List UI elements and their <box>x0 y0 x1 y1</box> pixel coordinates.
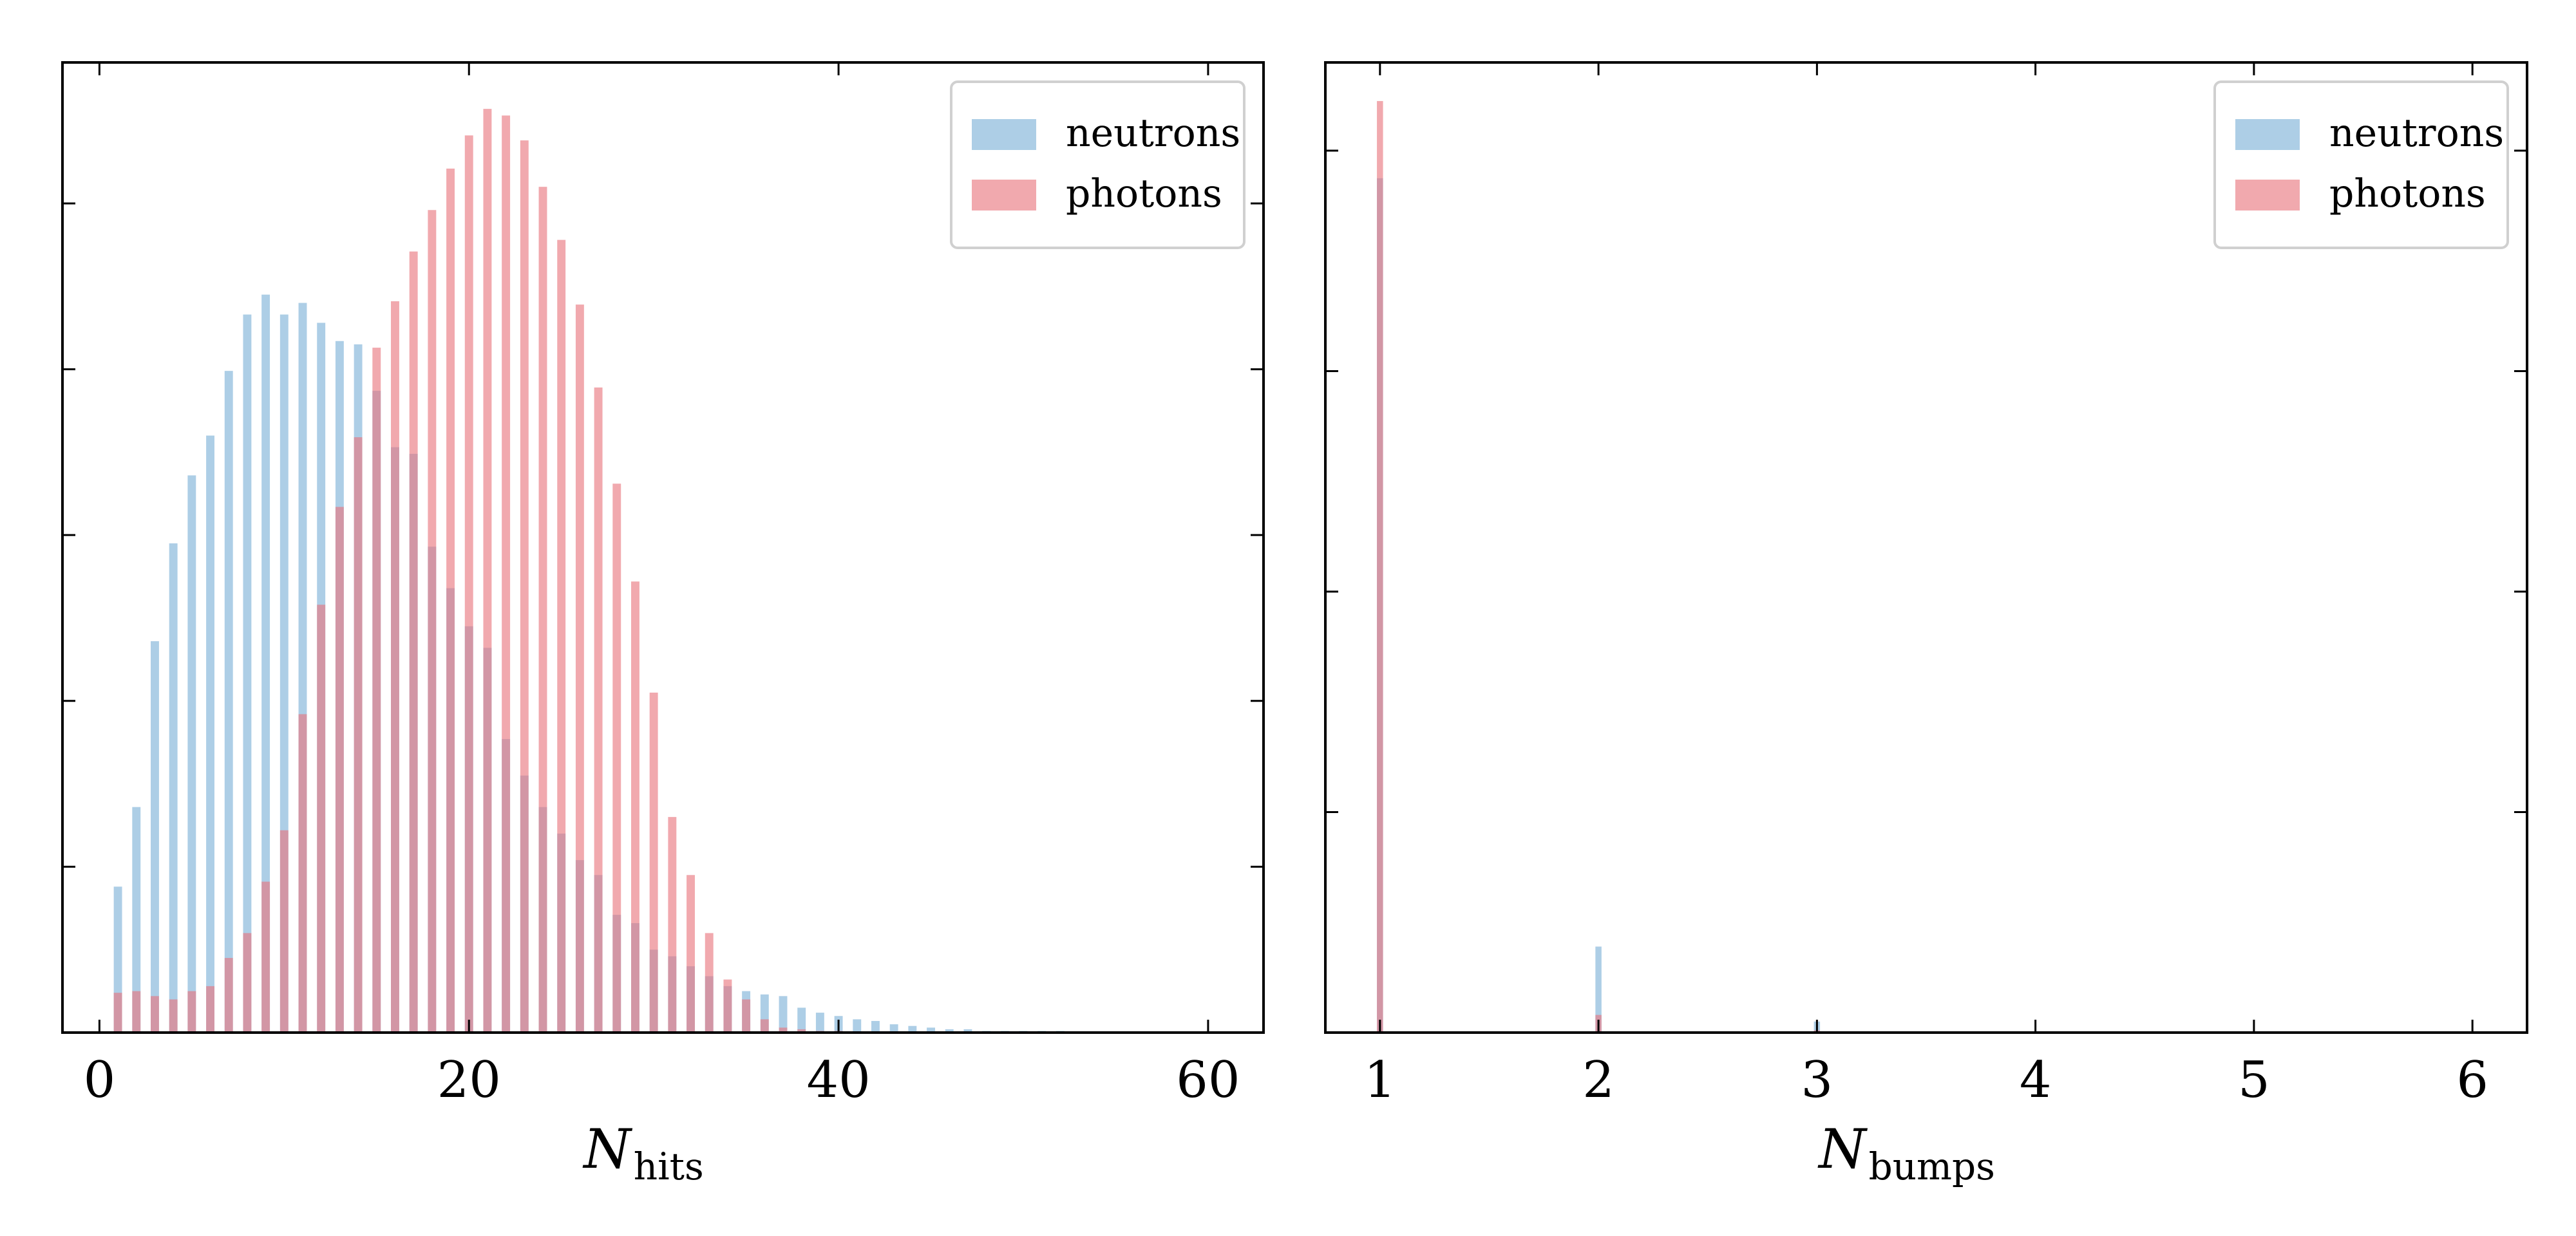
x-tick-label: 1 <box>1364 1051 1396 1109</box>
photons-legend-label: photons <box>2329 171 2486 216</box>
photons-bar <box>668 817 677 1033</box>
neutrons-bar <box>889 1024 898 1033</box>
photons-bar <box>797 1029 806 1033</box>
x-tick-label: 5 <box>2238 1051 2270 1109</box>
photons-bar <box>113 993 122 1033</box>
x-tick-label: 2 <box>1582 1051 1615 1109</box>
photons-series <box>113 109 843 1033</box>
legend: neutrons photons <box>950 80 1245 249</box>
legend-box <box>2213 80 2509 249</box>
photons-bar <box>557 239 566 1033</box>
neutrons-bar <box>132 807 141 1033</box>
neutrons-bar <box>187 475 196 1033</box>
photons-bar <box>464 135 473 1033</box>
photons-bar <box>317 604 326 1033</box>
x-tick-label: 6 <box>2456 1051 2488 1109</box>
photons-bar <box>206 986 214 1033</box>
photons-bar <box>779 1027 788 1033</box>
legend-box <box>950 80 1245 249</box>
photons-bar <box>483 109 492 1033</box>
neutrons-bar <box>871 1020 880 1033</box>
neutrons-bar <box>797 1007 806 1033</box>
neutrons-bar <box>261 294 270 1033</box>
x-tick-label: 60 <box>1176 1051 1240 1109</box>
photons-bar <box>391 301 399 1033</box>
photons-bar <box>354 437 363 1033</box>
neutrons-bar <box>1595 946 1602 1033</box>
photons-bar <box>538 187 547 1033</box>
x-tick-label: 3 <box>1801 1051 1833 1109</box>
photons-bar <box>742 999 751 1033</box>
plot-frame <box>61 61 1265 1034</box>
x-axis-title: Nbumps <box>1817 1118 1995 1188</box>
photons-legend-swatch <box>972 180 1036 211</box>
neutrons-legend-label: neutrons <box>2329 111 2504 156</box>
x-tick-label: 20 <box>437 1051 501 1109</box>
photons-bar <box>243 933 252 1033</box>
neutrons-legend-label: neutrons <box>1066 111 1240 156</box>
photons-bar <box>687 875 695 1033</box>
photons-bar <box>446 168 455 1033</box>
photons-series <box>1377 100 1821 1033</box>
photons-bar <box>187 991 196 1033</box>
neutrons-bar <box>151 641 159 1033</box>
legend: neutrons photons <box>2213 80 2509 249</box>
photons-bar <box>520 140 529 1033</box>
photons-bar <box>649 692 658 1033</box>
neutrons-bar <box>206 435 214 1033</box>
photons-bar <box>151 996 159 1033</box>
photons-bar <box>1377 100 1383 1033</box>
neutrons-bar <box>815 1013 824 1033</box>
neutrons-bar <box>945 1029 954 1033</box>
neutrons-bar <box>927 1027 935 1033</box>
photons-bar <box>631 581 639 1033</box>
photons-bar <box>372 348 381 1033</box>
plot-frame <box>1324 61 2528 1034</box>
photons-bar <box>723 979 732 1033</box>
photons-bar <box>428 210 437 1033</box>
photons-bar <box>409 251 418 1033</box>
neutrons-bar <box>908 1025 917 1033</box>
hits-histogram-panel: 0 20 40 60 Nhits neutrons photons <box>61 61 1265 1188</box>
neutrons-series <box>113 294 1065 1033</box>
bumps-histogram-panel: 1 2 3 4 5 6 Nbumps neutrons photons <box>1324 61 2528 1188</box>
photons-bar <box>298 714 307 1033</box>
photons-bar <box>502 115 511 1033</box>
neutrons-bar <box>853 1019 862 1033</box>
neutrons-bar <box>169 543 178 1033</box>
photons-bar <box>612 483 621 1033</box>
neutrons-bar <box>224 371 233 1033</box>
photons-bar <box>335 507 344 1033</box>
photons-bar <box>760 1019 769 1033</box>
neutrons-legend-swatch <box>972 119 1036 150</box>
neutrons-series <box>1377 178 1821 1033</box>
photons-bar <box>594 387 603 1033</box>
x-tick-label: 40 <box>806 1051 870 1109</box>
photons-bar <box>575 304 584 1033</box>
neutrons-bar <box>779 996 788 1033</box>
x-tick-label: 4 <box>2020 1051 2052 1109</box>
photons-bar <box>224 958 233 1033</box>
photons-bar <box>132 991 141 1033</box>
x-axis-title: Nhits <box>582 1118 703 1188</box>
photons-bar <box>705 933 714 1033</box>
neutrons-bar <box>243 314 252 1033</box>
photons-bar <box>169 999 178 1033</box>
x-tick-label: 0 <box>84 1051 116 1109</box>
photons-bar <box>279 830 289 1033</box>
neutrons-legend-swatch <box>2235 119 2300 150</box>
photons-legend-swatch <box>2235 180 2300 211</box>
photons-legend-label: photons <box>1066 171 1222 216</box>
neutrons-bar <box>963 1029 972 1033</box>
photons-bar <box>261 881 270 1033</box>
